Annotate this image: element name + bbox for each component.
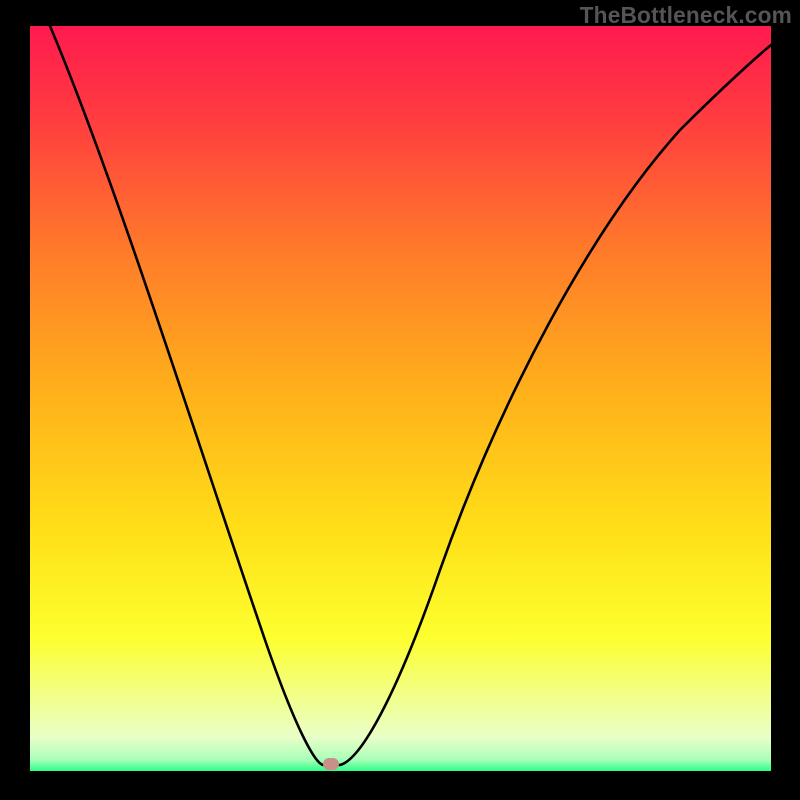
figure: TheBottleneck.com bbox=[0, 0, 800, 800]
chart-svg bbox=[0, 0, 800, 800]
minimum-marker bbox=[323, 758, 339, 770]
watermark: TheBottleneck.com bbox=[580, 2, 792, 29]
plot-area bbox=[30, 26, 771, 771]
